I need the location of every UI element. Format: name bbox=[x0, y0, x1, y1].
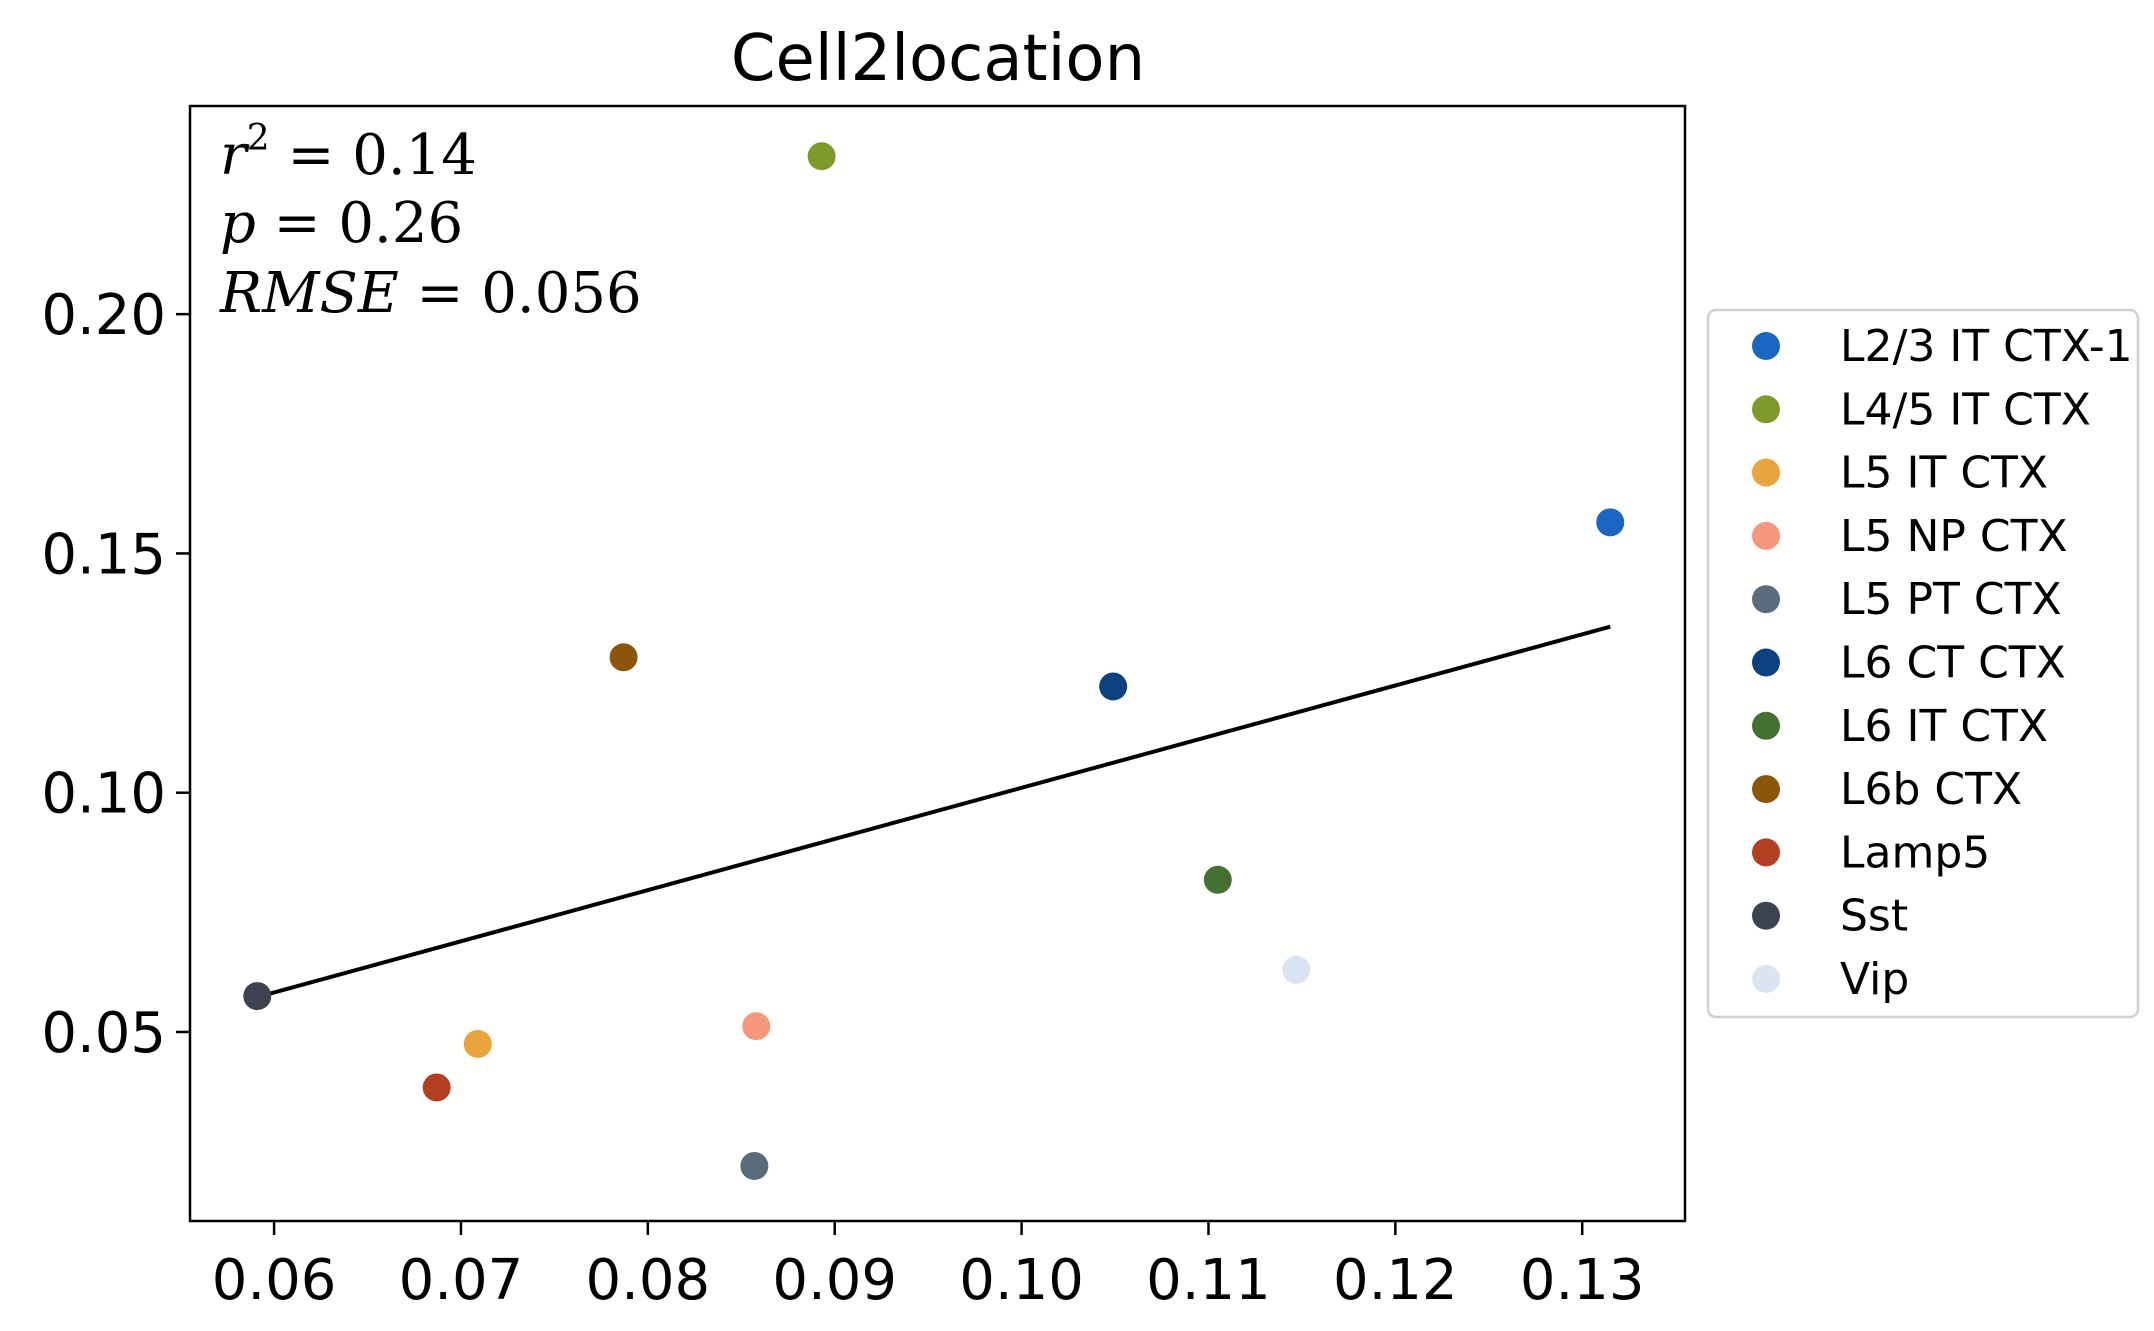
legend-marker bbox=[1752, 521, 1780, 550]
legend-label: L5 IT CTX bbox=[1840, 448, 2048, 499]
data-point bbox=[807, 142, 836, 171]
x-tick-label: 0.07 bbox=[399, 1248, 524, 1313]
legend-label: L2/3 IT CTX-1 bbox=[1840, 321, 2133, 372]
legend-marker bbox=[1752, 458, 1780, 487]
legend-label: Sst bbox=[1840, 891, 1908, 942]
data-point bbox=[609, 643, 638, 672]
legend-marker bbox=[1752, 332, 1780, 360]
x-tick-label: 0.10 bbox=[959, 1248, 1084, 1313]
legend-marker bbox=[1752, 838, 1780, 867]
x-tick-label: 0.13 bbox=[1520, 1248, 1645, 1313]
data-point bbox=[243, 982, 272, 1011]
legend-marker bbox=[1752, 901, 1780, 930]
legend-marker bbox=[1752, 965, 1780, 993]
legend-marker bbox=[1752, 648, 1780, 677]
chart-title: Cell2location bbox=[731, 22, 1145, 96]
legend-marker bbox=[1752, 775, 1780, 804]
data-point bbox=[742, 1012, 771, 1041]
data-point bbox=[463, 1029, 492, 1058]
legend-label: Lamp5 bbox=[1840, 827, 1990, 878]
legend-box bbox=[1706, 308, 2140, 1019]
legend-marker bbox=[1752, 711, 1780, 740]
data-point bbox=[740, 1151, 769, 1180]
x-tick-label: 0.08 bbox=[586, 1248, 711, 1313]
y-tick-label: 0.05 bbox=[41, 1001, 166, 1066]
data-point bbox=[1596, 508, 1625, 537]
legend-label: L6b CTX bbox=[1840, 764, 2022, 815]
legend-label: L5 PT CTX bbox=[1840, 574, 2062, 625]
r2-stat: r2 = 0.14 bbox=[220, 118, 477, 188]
legend-marker bbox=[1752, 395, 1780, 424]
legend-label: L5 NP CTX bbox=[1840, 511, 2068, 562]
data-point bbox=[1099, 672, 1128, 701]
legend-label: Vip bbox=[1840, 954, 1909, 1005]
y-axis: 0.05 0.10 0.15 0.20 bbox=[41, 283, 190, 1066]
y-tick-label: 0.15 bbox=[41, 522, 166, 587]
y-tick-label: 0.20 bbox=[41, 283, 166, 348]
data-point bbox=[422, 1073, 451, 1102]
data-point bbox=[1282, 955, 1311, 984]
data-points bbox=[243, 142, 1625, 1180]
stats-annotation: r2 = 0.14 p = 0.26 RMSE = 0.056 bbox=[219, 118, 642, 326]
legend-label: L4/5 IT CTX bbox=[1840, 384, 2091, 435]
data-point bbox=[1203, 865, 1232, 894]
x-tick-label: 0.12 bbox=[1333, 1248, 1458, 1313]
x-axis: 0.06 0.07 0.08 0.09 0.10 0.11 0.12 0.13 bbox=[212, 1221, 1645, 1313]
x-tick-label: 0.06 bbox=[212, 1248, 337, 1313]
plot-area bbox=[188, 104, 1687, 1223]
legend-marker bbox=[1752, 585, 1780, 614]
p-stat: p = 0.26 bbox=[220, 191, 463, 256]
legend-label: L6 CT CTX bbox=[1840, 638, 2066, 689]
x-tick-label: 0.09 bbox=[772, 1248, 897, 1313]
regression-line bbox=[256, 624, 1611, 999]
legend-label: L6 IT CTX bbox=[1840, 701, 2048, 752]
rmse-stat: RMSE = 0.056 bbox=[219, 261, 642, 326]
x-tick-label: 0.11 bbox=[1146, 1248, 1271, 1313]
legend: L2/3 IT CTX-1 L4/5 IT CTX L5 IT CTX L5 NP C… bbox=[1706, 308, 2140, 1019]
y-tick-label: 0.10 bbox=[41, 762, 166, 827]
